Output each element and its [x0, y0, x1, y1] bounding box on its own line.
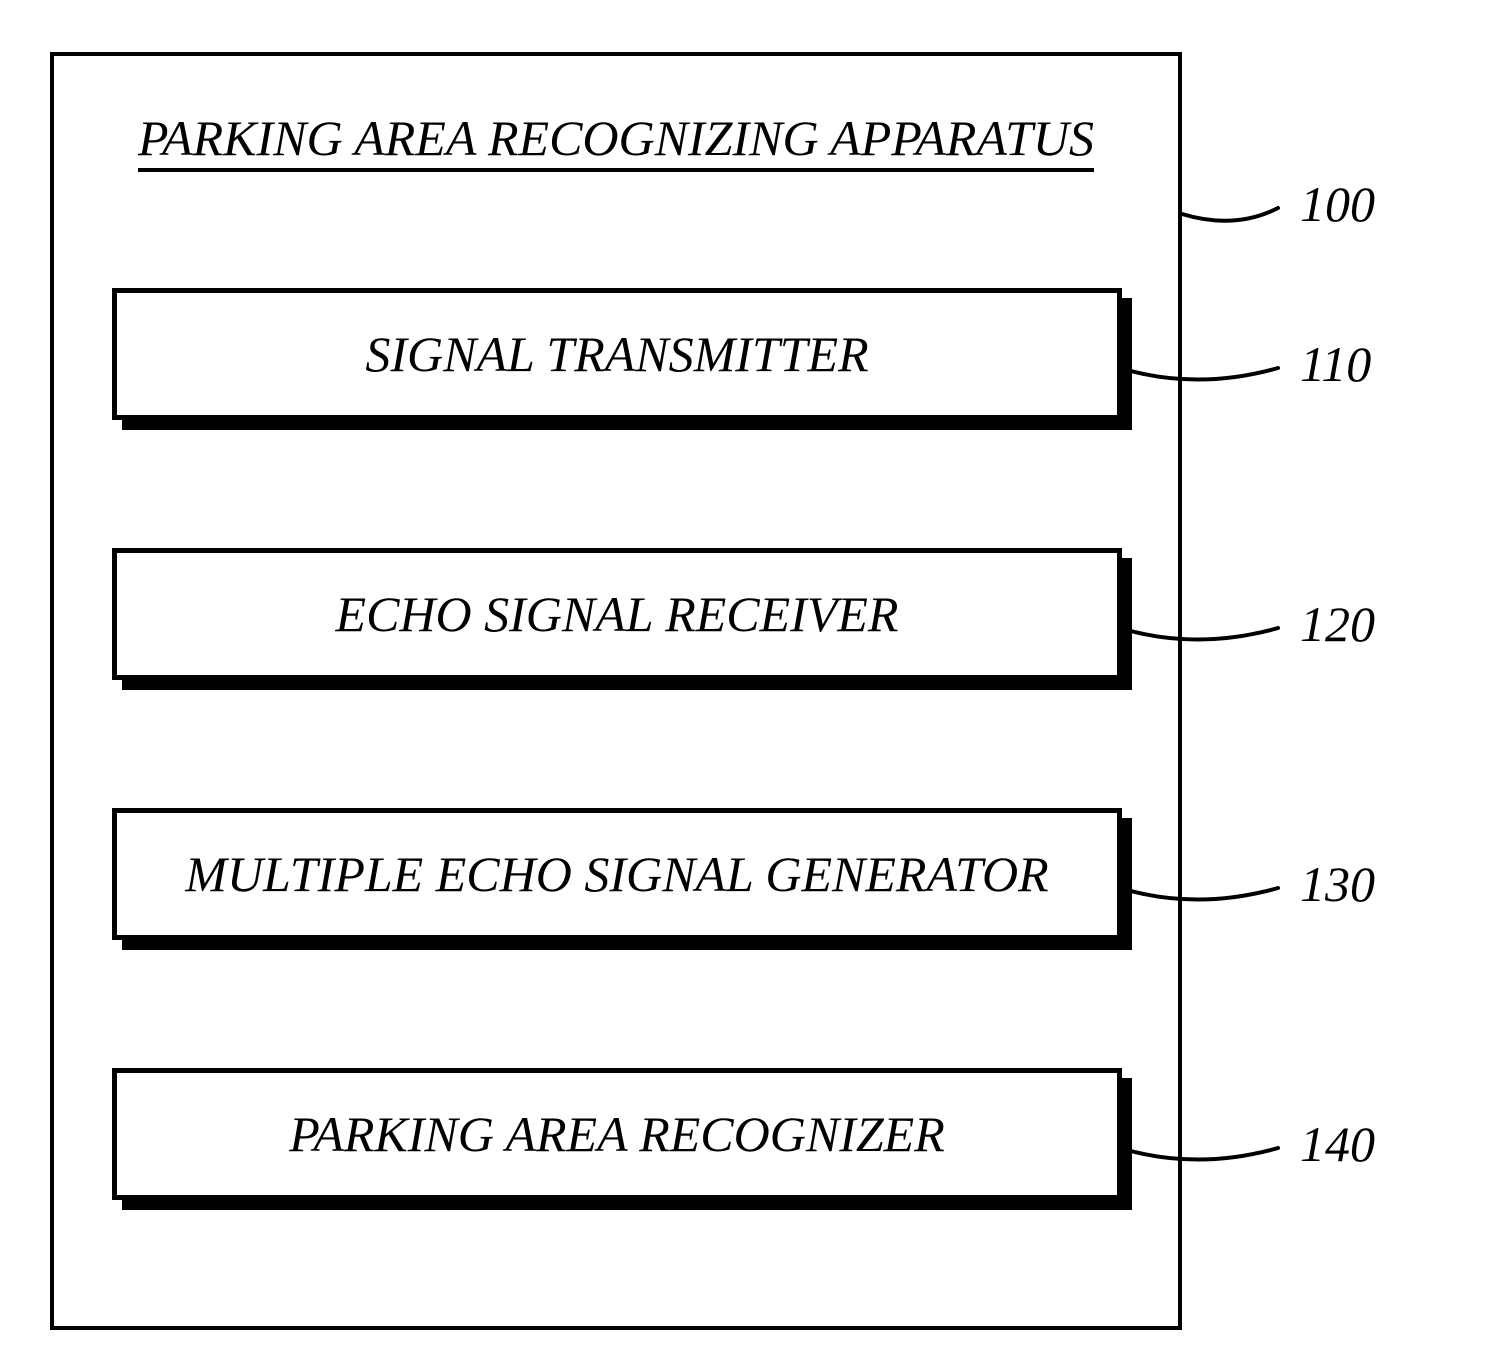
reference-number: 140: [1300, 1115, 1375, 1173]
leader-line: [1123, 884, 1282, 914]
leader-line: [1123, 624, 1282, 654]
signal-transmitter-label: SIGNAL TRANSMITTER: [365, 325, 868, 383]
echo-signal-receiver-block: ECHO SIGNAL RECEIVER: [112, 548, 1122, 680]
reference-number: 120: [1300, 595, 1375, 653]
leader-line: [1123, 1144, 1282, 1174]
parking-area-recognizer-block: PARKING AREA RECOGNIZER: [112, 1068, 1122, 1200]
reference-number: 100: [1300, 175, 1375, 233]
echo-signal-receiver-label: ECHO SIGNAL RECEIVER: [336, 585, 899, 643]
reference-number: 130: [1300, 855, 1375, 913]
apparatus-title-text: PARKING AREA RECOGNIZING APPARATUS: [138, 110, 1094, 172]
diagram-canvas: PARKING AREA RECOGNIZING APPARATUS SIGNA…: [0, 0, 1503, 1367]
leader-line: [1123, 364, 1282, 394]
apparatus-title: PARKING AREA RECOGNIZING APPARATUS: [54, 109, 1178, 167]
parking-area-recognizer-label: PARKING AREA RECOGNIZER: [289, 1105, 945, 1163]
leader-line: [1178, 204, 1282, 234]
reference-number: 110: [1300, 335, 1371, 393]
signal-transmitter-block: SIGNAL TRANSMITTER: [112, 288, 1122, 420]
multiple-echo-signal-generator-block: MULTIPLE ECHO SIGNAL GENERATOR: [112, 808, 1122, 940]
multiple-echo-signal-generator-label: MULTIPLE ECHO SIGNAL GENERATOR: [185, 845, 1048, 903]
